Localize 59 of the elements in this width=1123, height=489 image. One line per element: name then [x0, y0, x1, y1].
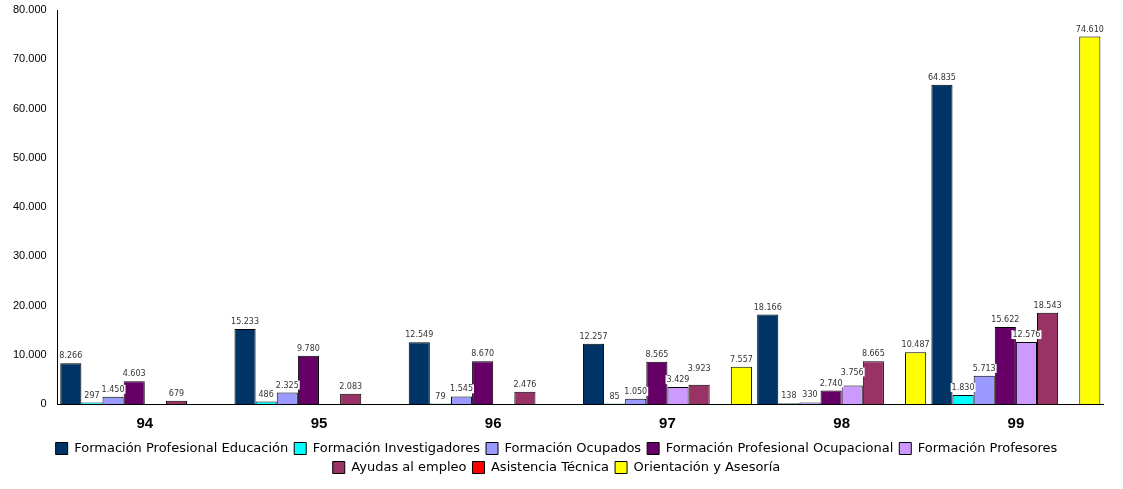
x-tick-label: 98	[833, 414, 850, 432]
data-label: 1.545	[450, 384, 473, 394]
data-label: 4.603	[122, 369, 146, 379]
y-tick-label: 70.000	[12, 52, 47, 65]
y-tick-label: 0	[40, 397, 47, 410]
data-label: 2.325	[275, 380, 299, 390]
legend-label: Formación Profesional Ocupacional	[665, 439, 894, 455]
data-label: 138	[781, 391, 797, 401]
legend-label: Orientación y Asesoría	[633, 458, 781, 474]
legend-label: Asistencia Técnica	[490, 458, 610, 474]
x-tick-label: 95	[310, 414, 328, 432]
data-label: 1.830	[951, 383, 975, 393]
data-label: 18.543	[1033, 300, 1062, 310]
data-label: 297	[84, 390, 100, 400]
legend-label: Formación Profesional Educación	[74, 439, 289, 455]
data-label: 10.487	[901, 340, 930, 350]
legend-label: Ayudas al empleo	[351, 458, 467, 474]
legend-label: Formación Ocupados	[504, 439, 642, 455]
data-label: 64.835	[927, 72, 956, 82]
data-label: 15.622	[991, 315, 1020, 325]
data-label: 2.083	[339, 381, 363, 391]
data-label: 15.233	[231, 317, 260, 327]
data-label: 79	[435, 391, 446, 401]
data-label: 3.923	[687, 364, 711, 374]
legend-label: Formación Profesores	[917, 439, 1058, 455]
data-label: 8.670	[471, 349, 495, 359]
data-label: 3.756	[840, 367, 864, 377]
data-label: 8.665	[861, 349, 885, 359]
x-tick-label: 94	[136, 414, 154, 432]
x-tick-label: 99	[1007, 414, 1025, 432]
y-tick-label: 80.000	[12, 3, 47, 16]
legend-label: Formación Investigadores	[312, 439, 481, 455]
data-label: 330	[802, 390, 818, 400]
data-label: 2.740	[819, 378, 843, 388]
data-label: 12.257	[579, 331, 608, 341]
data-label: 8.565	[645, 349, 669, 359]
data-label: 7.557	[729, 354, 753, 364]
data-label: 679	[168, 388, 185, 398]
data-label: 9.780	[296, 343, 320, 353]
data-label: 486	[258, 389, 274, 399]
y-tick-label: 30.000	[12, 249, 47, 262]
y-tick-label: 40.000	[12, 200, 47, 213]
y-tick-label: 10.000	[12, 347, 47, 360]
data-label: 5.713	[972, 363, 996, 373]
data-label: 18.166	[753, 302, 782, 312]
data-label: 74.610	[1075, 24, 1104, 34]
y-tick-label: 60.000	[12, 101, 47, 114]
y-tick-label: 50.000	[12, 150, 47, 163]
data-label: 2.476	[513, 379, 537, 389]
data-label: 1.450	[101, 384, 125, 394]
data-label: 85	[609, 391, 620, 401]
y-tick-label: 20.000	[12, 298, 47, 311]
data-label: 3.429	[666, 375, 690, 385]
data-label: 8.266	[59, 351, 83, 361]
data-label: 12.549	[405, 330, 434, 340]
data-label: 12.576	[1012, 330, 1041, 340]
x-tick-label: 97	[659, 414, 676, 432]
data-label: 1.050	[624, 386, 648, 396]
x-tick-label: 96	[484, 414, 502, 432]
